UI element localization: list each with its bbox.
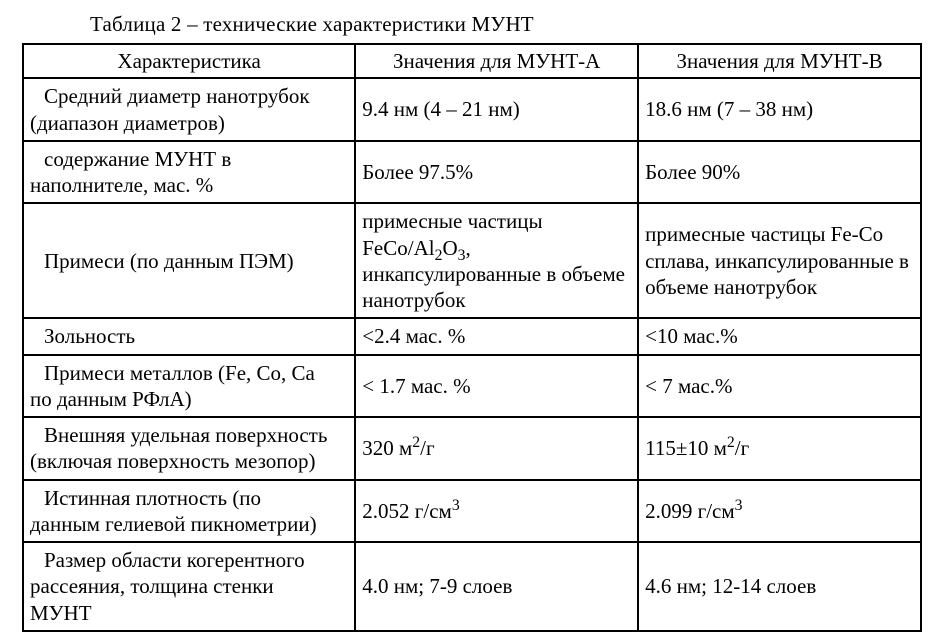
cell-value-b: <10 мас.% bbox=[638, 318, 921, 354]
cell-text: содержание МУНТ в bbox=[30, 146, 348, 172]
header-value-a: Значения для МУНТ-А bbox=[355, 44, 638, 78]
table-row: Зольность <2.4 мас. % <10 мас.% bbox=[23, 318, 921, 354]
cell-text: Зольность bbox=[30, 323, 348, 349]
cell-value-b: < 7 мас.% bbox=[638, 355, 921, 418]
cell-value-a: <2.4 мас. % bbox=[355, 318, 638, 354]
cell-value-a: 9.4 нм (4 – 21 нм) bbox=[355, 78, 638, 141]
cell-text: рассеяния, толщина стенки bbox=[30, 573, 348, 599]
cell-value-a: Более 97.5% bbox=[355, 141, 638, 204]
cell-text: Примеси (по данным ПЭМ) bbox=[30, 248, 348, 274]
cell-value-b: 4.6 нм; 12-14 слоев bbox=[638, 542, 921, 631]
cell-text: наполнителе, мас. % bbox=[30, 172, 348, 198]
table-row: Внешняя удельная поверхность (включая по… bbox=[23, 417, 921, 480]
cell-text: МУНТ bbox=[30, 600, 348, 626]
table-row: Средний диаметр нанотрубок (диапазон диа… bbox=[23, 78, 921, 141]
cell-value-a: 4.0 нм; 7-9 слоев bbox=[355, 542, 638, 631]
table-caption: Таблица 2 – технические характеристики М… bbox=[90, 12, 922, 37]
table-row: Примеси металлов (Fe, Co, Ca по данным Р… bbox=[23, 355, 921, 418]
cell-text: (диапазон диаметров) bbox=[30, 110, 348, 136]
cell-value-a: < 1.7 мас. % bbox=[355, 355, 638, 418]
cell-value-b: примесные частицы Fe-Co сплава, инкапсул… bbox=[638, 203, 921, 318]
header-characteristic: Характеристика bbox=[23, 44, 355, 78]
header-value-b: Значения для МУНТ-В bbox=[638, 44, 921, 78]
cell-value-b: 115±10 м2/г bbox=[638, 417, 921, 480]
cell-value-a: примесные частицы FeCo/Al2O3, инкапсулир… bbox=[355, 203, 638, 318]
cell-characteristic: Примеси (по данным ПЭМ) bbox=[23, 203, 355, 318]
cell-text: Примеси металлов (Fe, Co, Ca bbox=[30, 360, 348, 386]
cell-characteristic: Внешняя удельная поверхность (включая по… bbox=[23, 417, 355, 480]
cell-characteristic: Истинная плотность (по данным гелиевой п… bbox=[23, 480, 355, 543]
cell-characteristic: Средний диаметр нанотрубок (диапазон диа… bbox=[23, 78, 355, 141]
spec-table: Характеристика Значения для МУНТ-А Значе… bbox=[22, 43, 922, 632]
table-row: Примеси (по данным ПЭМ) примесные частиц… bbox=[23, 203, 921, 318]
cell-text: (включая поверхность мезопор) bbox=[30, 448, 348, 474]
cell-characteristic: Зольность bbox=[23, 318, 355, 354]
table-header-row: Характеристика Значения для МУНТ-А Значе… bbox=[23, 44, 921, 78]
cell-text: Истинная плотность (по bbox=[30, 485, 348, 511]
cell-value-a: 320 м2/г bbox=[355, 417, 638, 480]
cell-text: Внешняя удельная поверхность bbox=[30, 422, 348, 448]
table-row: содержание МУНТ в наполнителе, мас. % Бо… bbox=[23, 141, 921, 204]
table-row: Размер области когерентного рассеяния, т… bbox=[23, 542, 921, 631]
cell-value-a: 2.052 г/см3 bbox=[355, 480, 638, 543]
cell-characteristic: Размер области когерентного рассеяния, т… bbox=[23, 542, 355, 631]
cell-text: Средний диаметр нанотрубок bbox=[30, 83, 348, 109]
cell-text: по данным РФлА) bbox=[30, 386, 348, 412]
cell-characteristic: содержание МУНТ в наполнителе, мас. % bbox=[23, 141, 355, 204]
cell-text: данным гелиевой пикнометрии) bbox=[30, 511, 348, 537]
cell-characteristic: Примеси металлов (Fe, Co, Ca по данным Р… bbox=[23, 355, 355, 418]
cell-text: Размер области когерентного bbox=[30, 547, 348, 573]
table-row: Истинная плотность (по данным гелиевой п… bbox=[23, 480, 921, 543]
cell-value-b: Более 90% bbox=[638, 141, 921, 204]
cell-value-b: 18.6 нм (7 – 38 нм) bbox=[638, 78, 921, 141]
cell-value-b: 2.099 г/см3 bbox=[638, 480, 921, 543]
